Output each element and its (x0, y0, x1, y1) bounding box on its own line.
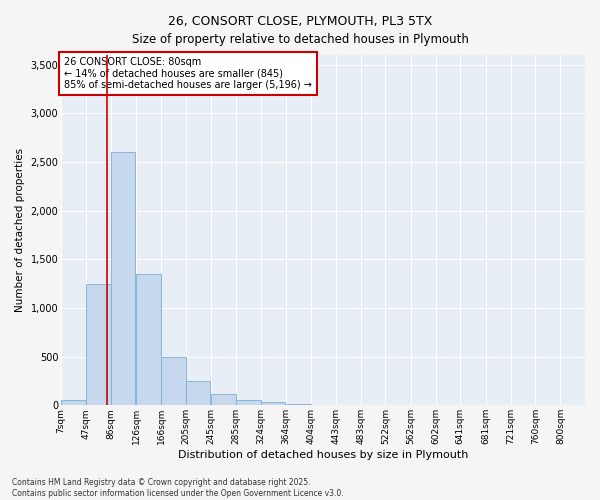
Y-axis label: Number of detached properties: Number of detached properties (15, 148, 25, 312)
Bar (61, 400, 86, 406)
Bar (136, 274, 161, 406)
Bar (161, 356, 186, 406)
Text: 26, CONSORT CLOSE, PLYMOUTH, PL3 5TX: 26, CONSORT CLOSE, PLYMOUTH, PL3 5TX (168, 15, 432, 28)
X-axis label: Distribution of detached houses by size in Plymouth: Distribution of detached houses by size … (178, 450, 468, 460)
Text: Contains HM Land Registry data © Crown copyright and database right 2025.
Contai: Contains HM Land Registry data © Crown c… (12, 478, 344, 498)
Bar (86, 284, 111, 406)
Bar (236, 400, 261, 406)
Text: 26 CONSORT CLOSE: 80sqm
← 14% of detached houses are smaller (845)
85% of semi-d: 26 CONSORT CLOSE: 80sqm ← 14% of detache… (64, 57, 312, 90)
Bar (111, 152, 136, 406)
Bar (211, 394, 236, 406)
Text: Size of property relative to detached houses in Plymouth: Size of property relative to detached ho… (131, 32, 469, 46)
Bar (261, 402, 286, 406)
Bar (286, 404, 311, 406)
Bar (186, 381, 211, 406)
